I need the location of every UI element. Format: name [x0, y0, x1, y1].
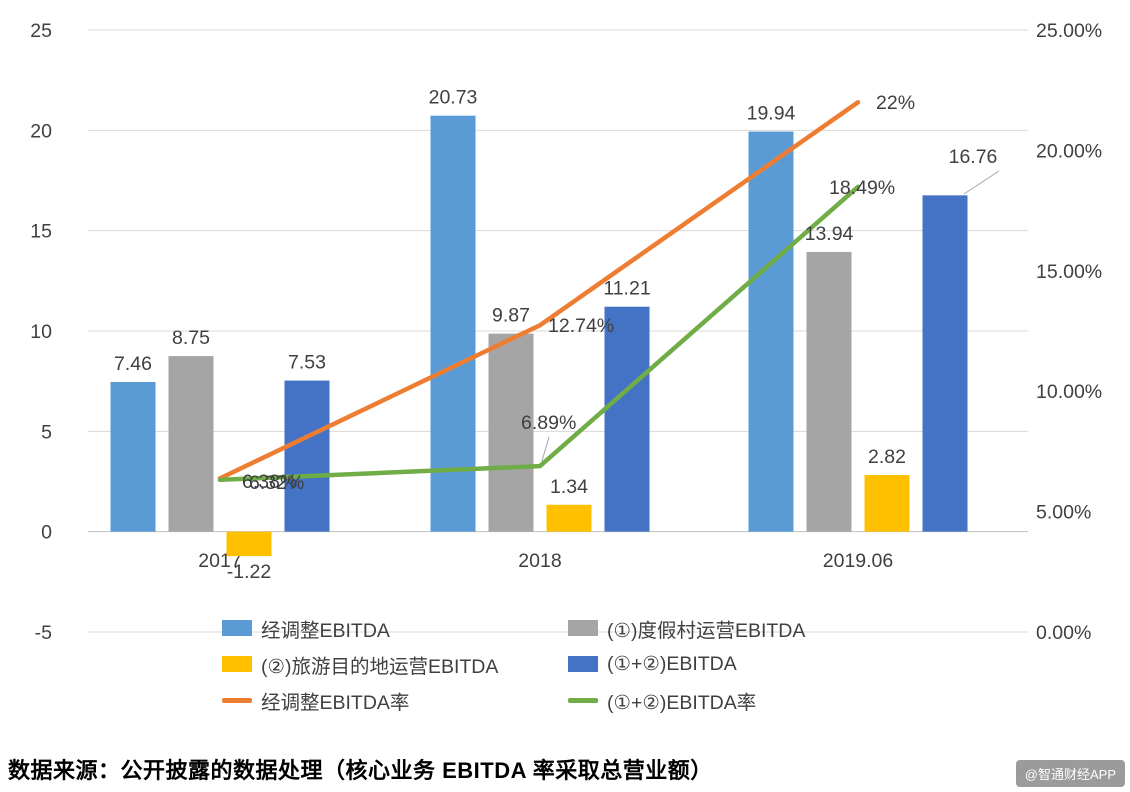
chart-legend: 经调整EBITDA (①)度假村运营EBITDA (②)旅游目的地运营EBITD…	[222, 610, 805, 718]
legend-label-combined-ebitda: (①+②)EBITDA	[607, 653, 737, 675]
right-axis-tick-label: 15.00%	[1036, 261, 1102, 283]
right-axis-tick-label: 10.00%	[1036, 381, 1102, 403]
legend-label-adjusted-ebitda-margin: 经调整EBITDA率	[261, 691, 410, 714]
left-axis-tick-label: 25	[30, 20, 52, 42]
bar-2-0	[226, 531, 272, 557]
line-data-label: 18.49%	[829, 177, 895, 199]
bar-3-1	[604, 306, 650, 532]
ebitda-combo-chart: 25 20 15 10 5 0 -5 25.00% 20.00% 15.00% 10.00% 5.00…	[30, 20, 1102, 644]
legend-item-combined-ebitda: (①+②)EBITDA	[568, 652, 805, 676]
line-data-label: 6.32%	[249, 472, 304, 494]
legend-label-resort-ebitda: (①)度假村运营EBITDA	[607, 619, 806, 642]
legend-swatch-combined-ebitda	[568, 656, 598, 672]
line-series-1	[217, 184, 861, 483]
right-axis-tick-label: 0.00%	[1036, 622, 1091, 644]
legend-item-resort-ebitda: (①)度假村运营EBITDA	[568, 614, 805, 643]
legend-swatch-adjusted-ebitda	[222, 620, 252, 636]
bar-data-label: 16.76	[949, 146, 998, 168]
bar-data-label: 20.73	[429, 87, 478, 109]
bar-data-label: 9.87	[492, 305, 530, 327]
legend-swatch-adjusted-ebitda-margin	[222, 697, 252, 703]
bar-0-0	[110, 381, 156, 532]
legend-item-destination-ebitda: (②)旅游目的地运营EBITDA	[222, 650, 568, 679]
bar-0-2	[748, 131, 794, 532]
line-series-0	[217, 99, 861, 481]
legend-swatch-resort-ebitda	[568, 620, 598, 636]
source-note: 数据来源：公开披露的数据处理（核心业务 EBITDA 率采取总营业额）	[8, 758, 713, 783]
bar-data-label: 1.34	[550, 476, 588, 498]
bar-2-1	[546, 504, 592, 532]
left-axis-tick-label: -5	[35, 622, 52, 644]
left-axis-tick-label: 0	[41, 522, 52, 544]
legend-label-destination-ebitda: (②)旅游目的地运营EBITDA	[261, 655, 499, 678]
bar-data-label: 8.75	[172, 327, 210, 349]
bar-2-2	[864, 475, 910, 532]
left-axis-tick-label: 10	[30, 321, 52, 343]
legend-item-adjusted-ebitda-margin: 经调整EBITDA率	[222, 686, 568, 715]
bar-data-label: 11.21	[603, 278, 650, 300]
left-axis-tick-label: 20	[30, 120, 52, 142]
right-axis-tick-label: 5.00%	[1036, 502, 1091, 524]
bar-1-1	[488, 333, 534, 532]
bar-data-label: -1.22	[227, 561, 271, 583]
legend-item-combined-ebitda-margin: (①+②)EBITDA率	[568, 686, 805, 715]
legend-swatch-combined-ebitda-margin	[568, 697, 598, 703]
line-data-label: 12.74%	[548, 315, 614, 337]
legend-label-adjusted-ebitda: 经调整EBITDA	[261, 619, 390, 642]
legend-label-combined-ebitda-margin: (①+②)EBITDA率	[607, 691, 757, 714]
legend-item-adjusted-ebitda: 经调整EBITDA	[222, 614, 568, 643]
line-data-label: 6.38%	[242, 471, 297, 493]
left-axis-tick-label: 15	[30, 221, 52, 243]
bar-3-0	[284, 380, 330, 532]
bar-data-label: 19.94	[747, 103, 796, 125]
x-axis-category-label: 2019.06	[823, 550, 894, 572]
right-axis-tick-label: 20.00%	[1036, 140, 1102, 162]
line-data-label: 22%	[876, 92, 915, 114]
legend-swatch-destination-ebitda	[222, 656, 252, 672]
bar-data-label: 7.53	[288, 352, 326, 374]
bar-data-label: 13.94	[805, 223, 854, 245]
bar-1-0	[168, 356, 214, 532]
bar-3-2	[922, 195, 968, 532]
left-axis-tick-label: 5	[41, 421, 52, 443]
bar-0-1	[430, 115, 476, 532]
watermark-badge: @智通财经APP	[1015, 760, 1125, 787]
label-leader-line	[541, 436, 550, 462]
bar-data-label: 7.46	[114, 353, 152, 375]
x-axis-category-label: 2018	[518, 550, 561, 572]
label-leader-line	[963, 170, 1000, 195]
line-data-label: 6.89%	[521, 412, 576, 434]
bar-data-label: 2.82	[868, 446, 906, 468]
right-axis-tick-label: 25.00%	[1036, 20, 1102, 42]
bar-1-2	[806, 251, 852, 532]
